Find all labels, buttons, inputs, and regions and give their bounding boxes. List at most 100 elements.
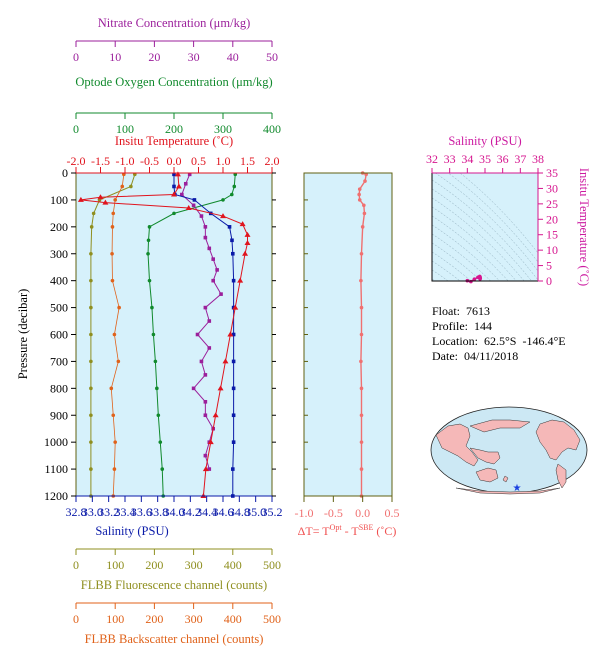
oxygen-point	[150, 305, 154, 310]
pressure-tick-label: 1100	[44, 462, 68, 476]
temperature-point	[102, 199, 109, 205]
salinity-point	[172, 172, 176, 177]
temperature-point	[171, 191, 177, 197]
nitrate-point	[203, 235, 208, 240]
ts-contour	[432, 242, 482, 281]
temperature-tick-label: 1.5	[240, 154, 255, 168]
deltaT-axis-title: ΔT= TOpt - TSBE (˚C)	[298, 523, 397, 538]
backscatter-point	[109, 386, 114, 391]
salinity-tick-label: 32.8	[66, 505, 87, 519]
temperature-point	[222, 358, 229, 364]
salinity-tick-label: 33.2	[98, 505, 119, 519]
main-series-layer	[77, 171, 251, 498]
ts-y-tick-label: 5	[546, 259, 552, 273]
temperature-tick-label: 2.0	[265, 154, 280, 168]
backscatter-point	[110, 225, 115, 229]
float-location-star: ★	[513, 483, 522, 494]
deltaT-point	[357, 187, 362, 191]
salinity-point	[231, 278, 236, 283]
oxygen-point	[172, 211, 176, 216]
nitrate-point	[203, 453, 208, 458]
deltaT-tick-label: 0.0	[355, 506, 370, 520]
nitrate-point	[211, 278, 215, 283]
nitrate-point	[203, 225, 208, 229]
fluorescence-point	[89, 467, 93, 471]
backscatter-point	[111, 211, 116, 216]
backscatter-point	[113, 198, 117, 202]
fluorescence-point	[89, 251, 93, 256]
backscatter-point	[116, 359, 121, 364]
oxygen-point	[147, 278, 152, 283]
deltaT-point	[359, 386, 364, 391]
deltaT-series-layer	[357, 171, 368, 498]
deltaT-tick-label: 0.5	[385, 506, 400, 520]
salinity-tick-label: 35.2	[262, 505, 283, 519]
temperature-tick-label: -1.0	[116, 154, 135, 168]
ts-point	[472, 277, 477, 281]
salinity-point	[192, 198, 197, 202]
pressure-tick-label: 800	[50, 381, 68, 395]
temperature-tick-label: 1.0	[216, 154, 231, 168]
temperature-tick-label: -0.5	[140, 154, 159, 168]
backscatter-tick-label: 500	[263, 612, 281, 626]
temperature-tick-label: -2.0	[67, 154, 86, 168]
float-id: Float: 7613	[432, 304, 491, 318]
pressure-tick-label: 400	[50, 274, 68, 288]
ts-temperature-axis-title: Insitu Temperature (˚C)	[577, 168, 591, 286]
salinity-tick-label: 33.6	[131, 505, 152, 519]
nitrate-point	[207, 246, 212, 251]
fluorescence-point	[89, 278, 93, 283]
pressure-tick-label: 700	[50, 354, 68, 368]
deltaT-point	[359, 359, 363, 364]
temperature-point	[175, 183, 182, 189]
oxygen-tick-label: 100	[116, 122, 134, 136]
temperature-point	[185, 204, 192, 210]
pressure-tick-label: 1200	[44, 489, 68, 503]
oxygen-tick-label: 0	[73, 122, 79, 136]
salinity-point	[231, 413, 236, 418]
fluorescence-tick-label: 200	[145, 558, 163, 572]
nitrate-point	[183, 181, 188, 186]
backscatter-tick-label: 0	[73, 612, 79, 626]
oxygen-tick-label: 400	[263, 122, 281, 136]
backscatter-point	[110, 278, 115, 283]
salinity-tick-label: 33.4	[115, 505, 136, 519]
ts-point	[469, 279, 473, 284]
ts-contour	[432, 224, 501, 281]
deltaT-point	[359, 332, 364, 337]
temperature-point	[227, 331, 234, 337]
ts-y-tick-label: 15	[546, 228, 558, 242]
deltaT-point	[359, 251, 364, 256]
salinity-tick-label: 35.0	[245, 505, 266, 519]
profile-number: Profile: 144	[432, 319, 492, 333]
ts-salinity-axis-title: Salinity (PSU)	[448, 134, 521, 148]
backscatter-point	[112, 332, 117, 337]
oxygen-point	[146, 251, 150, 256]
float-info-block: Float: 7613 Profile: 144 Location: 62.5°…	[432, 304, 566, 364]
salinity-axis-title: Salinity (PSU)	[95, 524, 168, 538]
ts-x-tick-label: 38	[532, 152, 544, 166]
pressure-tick-label: 200	[50, 220, 68, 234]
nitrate-point	[191, 203, 196, 208]
ts-contour	[432, 215, 509, 281]
oxygen-point	[158, 440, 163, 444]
fluorescence-point	[89, 225, 94, 229]
deltaT-point	[362, 211, 367, 216]
fluorescence-point	[89, 359, 93, 364]
deltaT-point	[360, 225, 365, 229]
temperature-point	[174, 171, 181, 177]
ts-contour	[432, 188, 532, 281]
ts-x-tick-label: 34	[461, 152, 473, 166]
nitrate-point	[199, 359, 204, 364]
pressure-tick-label: 300	[50, 247, 68, 261]
salinity-tick-label: 34.4	[196, 505, 217, 519]
pressure-tick-label: 600	[50, 328, 68, 342]
salinity-point	[231, 467, 235, 471]
ts-contour	[432, 251, 472, 281]
axes-layer: 0 10 20 30 40 500 100 200 300 400-2.0 -1.5 -1.0 -0.5…	[44, 40, 558, 626]
temperature-point	[217, 385, 224, 391]
pressure-tick-label: 100	[50, 193, 68, 207]
deltaT-point	[363, 179, 367, 183]
oxygen-point	[153, 359, 158, 364]
